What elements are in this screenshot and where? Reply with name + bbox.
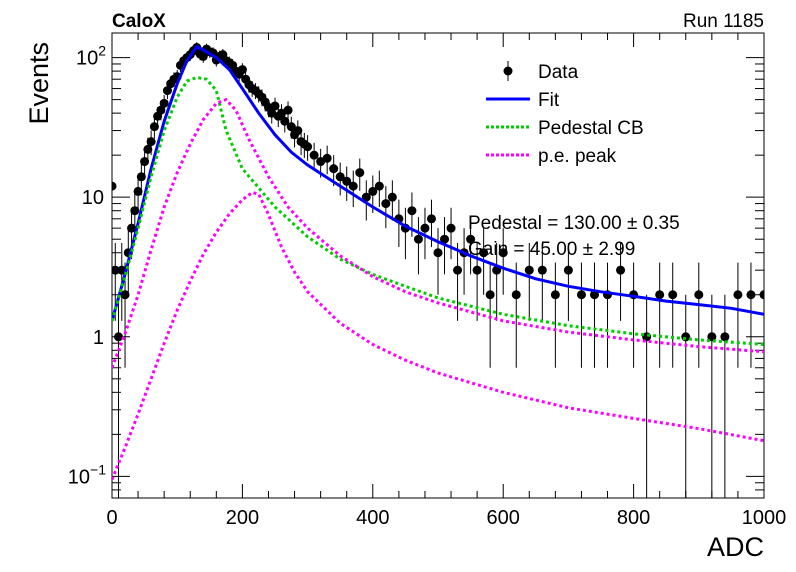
y-tick-label: 10−1 [68,461,106,488]
data-point [759,290,764,300]
y-axis-title: Events [24,42,54,125]
legend-p-e-peak-label: p.e. peak [538,146,617,167]
fit-result-line: Pedestal = 130.00 ± 0.35 [468,213,680,234]
data-point [143,144,153,154]
data-point [420,223,430,233]
data-point [162,86,172,96]
legend-data-label: Data [538,62,579,83]
data-point [426,214,436,224]
data-point [342,176,352,186]
x-tick-label: 600 [487,507,520,529]
data-point [440,234,450,244]
data-point [303,142,313,152]
data-point [293,126,303,136]
data-point [140,157,150,167]
x-axis-title: ADC [707,532,764,562]
fit-result-line: Gain = 45.00 ± 2.99 [468,239,635,260]
data-point [550,290,560,300]
data-point [283,105,293,115]
data-point [733,290,743,300]
data-point [322,153,332,163]
data-point [335,172,345,182]
y-tick-label: 10 [82,187,104,209]
data-point [616,265,626,275]
data-point [130,206,140,216]
data-point [466,234,476,244]
data-point [112,181,117,191]
data-point [479,248,489,258]
data-point [149,122,159,132]
fit-curve [112,44,764,322]
x-tick-label: 400 [356,507,389,529]
data-point [309,150,319,160]
p-e-peak-curve [112,97,764,369]
data-point [498,248,508,258]
data-point [453,265,463,275]
data-point [127,223,137,233]
x-tick-label: 200 [226,507,259,529]
data-point [746,290,756,300]
data-point [537,265,547,275]
data-point [524,265,534,275]
data-point [485,290,495,300]
data-point [159,98,169,108]
legend-pedestal-cb-label: Pedestal CB [538,118,644,139]
data-point [198,51,208,61]
data-point [576,290,586,300]
y-tick-label: 1 [93,327,104,349]
data-point [146,137,156,147]
x-tick-label: 800 [617,507,650,529]
plot-content [112,42,764,498]
data-point [329,164,339,174]
data-point [237,65,247,75]
data-point [446,223,456,233]
data-point [270,101,280,111]
x-tick-label: 0 [106,507,117,529]
data-point [668,290,678,300]
plot-area: 0 200 400 600 800 1000 10−1 1 10 102 [68,32,787,529]
data-point [472,265,482,275]
x-tick-label: 1000 [742,507,787,529]
data-point [387,192,397,202]
data-point [280,116,290,126]
data-point [694,290,704,300]
legend: Data Fit Pedestal CB p.e. peak [486,61,644,167]
data-point [361,192,371,202]
data-point [413,234,423,244]
data-point [563,265,573,275]
data-point [720,332,730,342]
data-point [511,290,521,300]
data-point [707,332,717,342]
data-point [120,290,130,300]
data-point [355,168,365,178]
legend-fit-label: Fit [538,90,560,111]
experiment-label: CaloX [112,11,166,32]
data-point [368,186,378,196]
data-point [433,248,443,258]
data-point [136,172,146,182]
y-tick-label: 102 [76,43,106,70]
run-label: Run 1185 [683,11,764,32]
fit-results-box: Pedestal = 130.00 ± 0.35 Gain = 45.00 ± 2… [468,213,680,260]
data-point [156,105,166,115]
data-point [348,181,358,191]
legend-data-marker [503,66,513,76]
data-point [381,199,391,209]
data-point [112,265,120,275]
p-e-peak-2-curve [112,190,764,481]
data-point [133,186,143,196]
data-point [374,181,384,191]
data-point [286,122,296,132]
data-point [407,206,417,216]
data-point [114,332,124,342]
data-point [655,290,665,300]
pedestal-cb-curve [112,75,764,346]
